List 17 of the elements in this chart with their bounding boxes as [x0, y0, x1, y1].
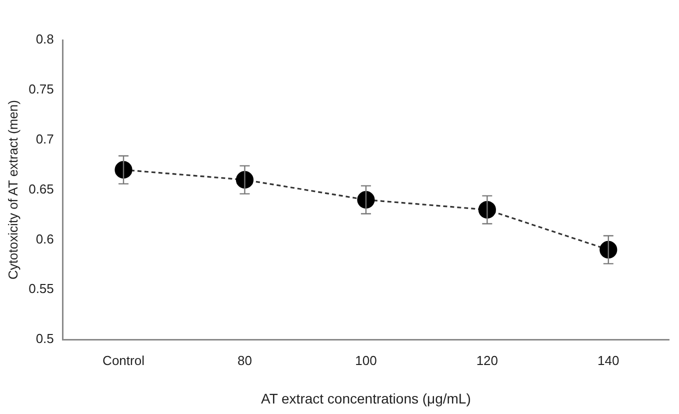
y-tick-label: 0.7 — [36, 131, 54, 146]
y-tick-label: 0.5 — [36, 331, 54, 346]
y-tick-label: 0.65 — [28, 181, 54, 196]
y-axis-title: Cytotoxicity of AT extract (men) — [5, 100, 20, 280]
y-tick-label: 0.55 — [28, 281, 54, 296]
x-tick-label: 120 — [476, 352, 498, 368]
x-tick-label: 140 — [598, 352, 620, 368]
point — [357, 190, 375, 209]
point — [114, 161, 132, 179]
x-axis-title: AT extract concentrations (μg/mL) — [261, 390, 471, 406]
x-tick-label: 80 — [237, 352, 252, 368]
y-tick-label: 0.75 — [28, 82, 54, 97]
y-tick-label: 0.8 — [36, 32, 54, 47]
y-tick-label: 0.6 — [36, 231, 54, 246]
x-tick-label: Control — [102, 352, 145, 368]
x-tick-label: 100 — [355, 352, 377, 368]
point — [600, 240, 618, 259]
